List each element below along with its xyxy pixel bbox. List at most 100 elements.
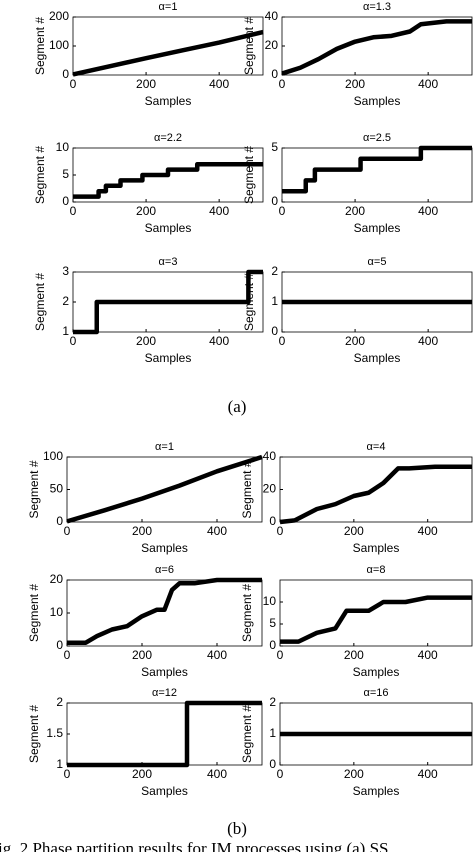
- y-tick-label: 50: [50, 482, 64, 496]
- x-axis-label: Samples: [354, 351, 401, 365]
- x-tick-label: 0: [64, 767, 71, 781]
- x-tick-label: 0: [279, 334, 286, 348]
- chart-title: α=1: [159, 1, 178, 13]
- y-axis-label: Segment #: [27, 584, 41, 642]
- plot-frame: [281, 147, 473, 203]
- x-tick-label: 400: [418, 648, 438, 662]
- x-tick-label: 400: [418, 77, 438, 91]
- y-tick-label: 0: [269, 638, 276, 652]
- x-tick-label: 400: [418, 524, 438, 538]
- x-tick-label: 0: [64, 648, 71, 662]
- y-axis-label: Segment #: [242, 146, 256, 204]
- x-tick-label: 400: [207, 524, 227, 538]
- x-axis-label: Samples: [353, 665, 400, 679]
- y-tick-label: 100: [49, 38, 69, 52]
- plot-frame: [66, 456, 263, 523]
- x-axis-label: Samples: [145, 221, 192, 235]
- chart-title: α=12: [152, 687, 177, 699]
- chart-title: α=3: [159, 256, 178, 268]
- chart-title: α=2.2: [154, 132, 182, 144]
- x-tick-label: 0: [70, 334, 77, 348]
- data-line: [280, 595, 472, 644]
- x-tick-label: 0: [64, 524, 71, 538]
- x-tick-label: 0: [70, 77, 77, 91]
- x-tick-label: 400: [209, 77, 229, 91]
- y-tick-label: 1.5: [46, 726, 63, 740]
- x-tick-label: 200: [344, 648, 364, 662]
- x-tick-label: 200: [136, 77, 156, 91]
- x-axis-label: Samples: [145, 351, 192, 365]
- caption: ig. 2 Phase partition results for IM pro…: [0, 839, 388, 852]
- y-axis-label: Segment #: [240, 705, 254, 763]
- x-axis-label: Samples: [141, 784, 188, 798]
- y-tick-label: 5: [269, 616, 276, 630]
- x-tick-label: 400: [209, 204, 229, 218]
- x-tick-label: 200: [345, 334, 365, 348]
- plot-frame: [66, 702, 263, 766]
- y-tick-label: 20: [263, 482, 277, 496]
- data-line: [67, 577, 262, 645]
- y-tick-label: 0: [269, 757, 276, 771]
- data-line: [67, 700, 262, 768]
- y-tick-label: 10: [263, 594, 277, 608]
- x-tick-label: 0: [277, 524, 284, 538]
- plot-frame: [281, 271, 473, 333]
- y-tick-label: 1: [271, 294, 278, 308]
- y-tick-label: 40: [265, 9, 279, 23]
- chart-title: α=2.5: [363, 132, 391, 144]
- data-line: [73, 269, 263, 335]
- x-tick-label: 400: [418, 334, 438, 348]
- x-tick-label: 0: [279, 77, 286, 91]
- data-line: [66, 454, 263, 524]
- y-tick-label: 2: [269, 695, 276, 709]
- x-axis-label: Samples: [141, 665, 188, 679]
- x-tick-label: 400: [209, 334, 229, 348]
- y-tick-label: 20: [265, 38, 279, 52]
- x-axis-label: Samples: [353, 784, 400, 798]
- x-tick-label: 0: [279, 204, 286, 218]
- x-axis-label: Samples: [141, 541, 188, 555]
- y-tick-label: 0: [269, 514, 276, 528]
- x-tick-label: 400: [207, 648, 227, 662]
- chart-title: α=16: [363, 687, 388, 699]
- y-tick-label: 2: [62, 294, 69, 308]
- chart-title: α=6: [155, 564, 174, 576]
- plot-frame: [281, 16, 473, 76]
- y-axis-label: Segment #: [27, 460, 41, 518]
- chart-title: α=4: [367, 441, 386, 453]
- x-tick-label: 200: [132, 524, 152, 538]
- plot-frame: [72, 16, 264, 76]
- y-tick-label: 3: [62, 264, 69, 278]
- data-line: [72, 29, 264, 77]
- y-tick-label: 100: [43, 449, 63, 463]
- x-tick-label: 400: [418, 767, 438, 781]
- x-tick-label: 200: [132, 767, 152, 781]
- x-tick-label: 200: [344, 767, 364, 781]
- x-tick-label: 0: [277, 648, 284, 662]
- y-tick-label: 0: [62, 67, 69, 81]
- y-axis-label: Segment #: [240, 460, 254, 518]
- panel-label: (b): [227, 819, 247, 838]
- y-tick-label: 0: [271, 324, 278, 338]
- y-tick-label: 2: [271, 264, 278, 278]
- y-tick-label: 1: [269, 726, 276, 740]
- y-axis-label: Segment #: [240, 584, 254, 642]
- y-tick-label: 2: [56, 695, 63, 709]
- y-tick-label: 0: [56, 514, 63, 528]
- y-tick-label: 0: [271, 194, 278, 208]
- y-axis-label: Segment #: [242, 17, 256, 75]
- x-tick-label: 200: [344, 524, 364, 538]
- y-tick-label: 20: [50, 572, 64, 586]
- plot-frame: [279, 702, 473, 766]
- chart-title: α=1.3: [363, 1, 391, 13]
- x-tick-label: 200: [136, 334, 156, 348]
- chart-title: α=8: [367, 564, 386, 576]
- x-tick-label: 400: [207, 767, 227, 781]
- x-tick-label: 400: [418, 204, 438, 218]
- y-tick-label: 0: [271, 67, 278, 81]
- x-axis-label: Samples: [354, 94, 401, 108]
- y-axis-label: Segment #: [33, 17, 47, 75]
- x-tick-label: 0: [277, 767, 284, 781]
- y-tick-label: 40: [263, 449, 277, 463]
